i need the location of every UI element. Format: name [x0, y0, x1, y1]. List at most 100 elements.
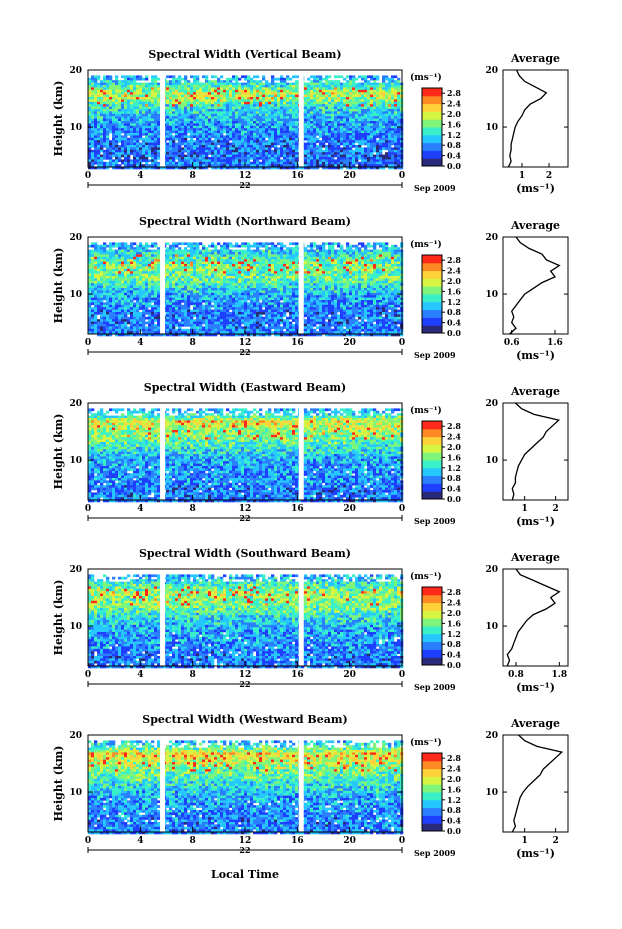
profile-line	[511, 734, 564, 833]
profile-x-label: (ms⁻¹)	[516, 681, 555, 694]
heatmap-cells	[88, 574, 404, 669]
profile-y-tick-label: 10	[485, 456, 498, 466]
colorbar-tick-label: 2.8	[447, 88, 461, 98]
y-tick-label: 10	[69, 290, 82, 300]
x-tick-label: 4	[137, 171, 143, 181]
colorbar-swatch	[422, 436, 442, 445]
colorbar-swatch	[422, 807, 442, 816]
colorbar-swatch	[422, 753, 442, 762]
average-profile: Average 10 20 1 2(ms⁻¹)	[485, 717, 569, 860]
colorbar-swatch	[422, 309, 442, 318]
colorbar-tick-label: 2.0	[447, 774, 461, 784]
date-label: 22	[239, 679, 250, 689]
data-gap	[298, 70, 304, 167]
x-tick-label: 4	[137, 670, 143, 680]
average-profile: Average 10 20 1 2(ms⁻¹)	[485, 52, 569, 195]
colorbar-tick-label: 1.6	[447, 452, 461, 462]
panel-title: Spectral Width (Southward Beam)	[139, 547, 351, 560]
colorbar-swatch	[422, 641, 442, 650]
data-gap	[298, 735, 304, 832]
colorbar-swatch	[422, 278, 442, 287]
colorbar-swatch	[422, 602, 442, 611]
x-axis-label: Local Time	[211, 868, 279, 881]
x-tick-label: 0	[85, 670, 91, 680]
heatmap-cells	[88, 408, 404, 503]
data-gap	[160, 403, 166, 500]
x-tick-label: 0	[85, 504, 91, 514]
colorbar-tick-label: 1.2	[447, 297, 461, 307]
colorbar-swatch	[422, 618, 442, 627]
x-tick-label: 4	[137, 836, 143, 846]
colorbar: 0.00.40.81.21.62.02.42.8	[421, 752, 461, 836]
colorbar-tick-label: 0.4	[447, 318, 461, 328]
colorbar-tick-label: 0.8	[447, 140, 461, 150]
colorbar-tick-label: 2.8	[447, 255, 461, 265]
month-label: Sep 2009	[414, 183, 456, 193]
colorbar-swatch	[422, 587, 442, 596]
x-tick-label: 8	[190, 670, 196, 680]
colorbar-frame	[421, 420, 443, 500]
profile-x-tick-label: 0.6	[504, 338, 520, 348]
profile-line	[506, 568, 561, 667]
colorbar-swatch	[422, 784, 442, 793]
colorbar-tick-label: 2.8	[447, 587, 461, 597]
average-profile: Average 10 20 0.6 1.6(ms⁻¹)	[485, 219, 569, 362]
colorbar-unit: (ms⁻¹)	[410, 405, 442, 416]
panel-title: Spectral Width (Vertical Beam)	[148, 48, 341, 61]
colorbar-swatch	[422, 760, 442, 770]
profile-y-tick-label: 10	[485, 123, 498, 133]
colorbar-swatch	[422, 421, 442, 430]
y-tick-label: 20	[69, 66, 82, 76]
profile-y-tick-label: 20	[485, 731, 498, 741]
colorbar-swatch	[422, 792, 442, 801]
colorbar-swatch	[422, 776, 442, 785]
colorbar-swatch	[422, 452, 442, 461]
colorbar-tick-label: 1.6	[447, 784, 461, 794]
date-label: 22	[239, 180, 250, 190]
x-tick-label: 8	[190, 171, 196, 181]
x-tick-label: 20	[343, 338, 356, 348]
profile-title: Average	[510, 717, 560, 730]
colorbar-swatch	[422, 594, 442, 604]
colorbar-swatch	[422, 815, 442, 824]
heatmap-cells	[88, 242, 404, 337]
panel-3: Spectral Width (Eastward Beam) Height (km…	[52, 381, 569, 528]
x-tick-label: 12	[239, 504, 252, 514]
data-gap	[298, 569, 304, 666]
colorbar-swatch	[422, 95, 442, 105]
profile-x-label: (ms⁻¹)	[516, 182, 555, 195]
colorbar-unit: (ms⁻¹)	[410, 571, 442, 582]
x-tick-label: 0	[85, 171, 91, 181]
colorbar-tick-label: 2.8	[447, 753, 461, 763]
data-gap	[160, 70, 166, 167]
x-tick-label: 0	[399, 171, 405, 181]
colorbar-tick-label: 0.0	[447, 494, 461, 504]
colorbar-tick-label: 0.8	[447, 805, 461, 815]
colorbar-tick-label: 2.4	[447, 764, 461, 774]
profile-x-label: (ms⁻¹)	[516, 847, 555, 860]
colorbar-tick-label: 0.4	[447, 151, 461, 161]
colorbar-swatch	[422, 823, 442, 832]
x-tick-label: 12	[239, 171, 252, 181]
y-tick-label: 10	[69, 123, 82, 133]
y-tick-label: 10	[69, 622, 82, 632]
panel-title: Spectral Width (Northward Beam)	[139, 215, 351, 228]
colorbar-tick-label: 2.0	[447, 608, 461, 618]
colorbar-swatch	[422, 119, 442, 128]
profile-frame	[502, 69, 569, 168]
colorbar-tick-label: 0.8	[447, 639, 461, 649]
y-axis-label: Height (km)	[52, 580, 65, 656]
x-tick-label: 0	[85, 836, 91, 846]
colorbar-frame	[421, 752, 443, 832]
colorbar-unit: (ms⁻¹)	[410, 239, 442, 250]
x-tick-label: 16	[291, 338, 304, 348]
y-tick-label: 20	[69, 233, 82, 243]
profile-y-tick-label: 20	[485, 233, 498, 243]
colorbar-swatch	[422, 150, 442, 159]
colorbar-frame	[421, 254, 443, 334]
colorbar-swatch	[422, 158, 442, 167]
colorbar-tick-label: 1.6	[447, 119, 461, 129]
month-label: Sep 2009	[414, 516, 456, 526]
colorbar-tick-label: 1.2	[447, 463, 461, 473]
